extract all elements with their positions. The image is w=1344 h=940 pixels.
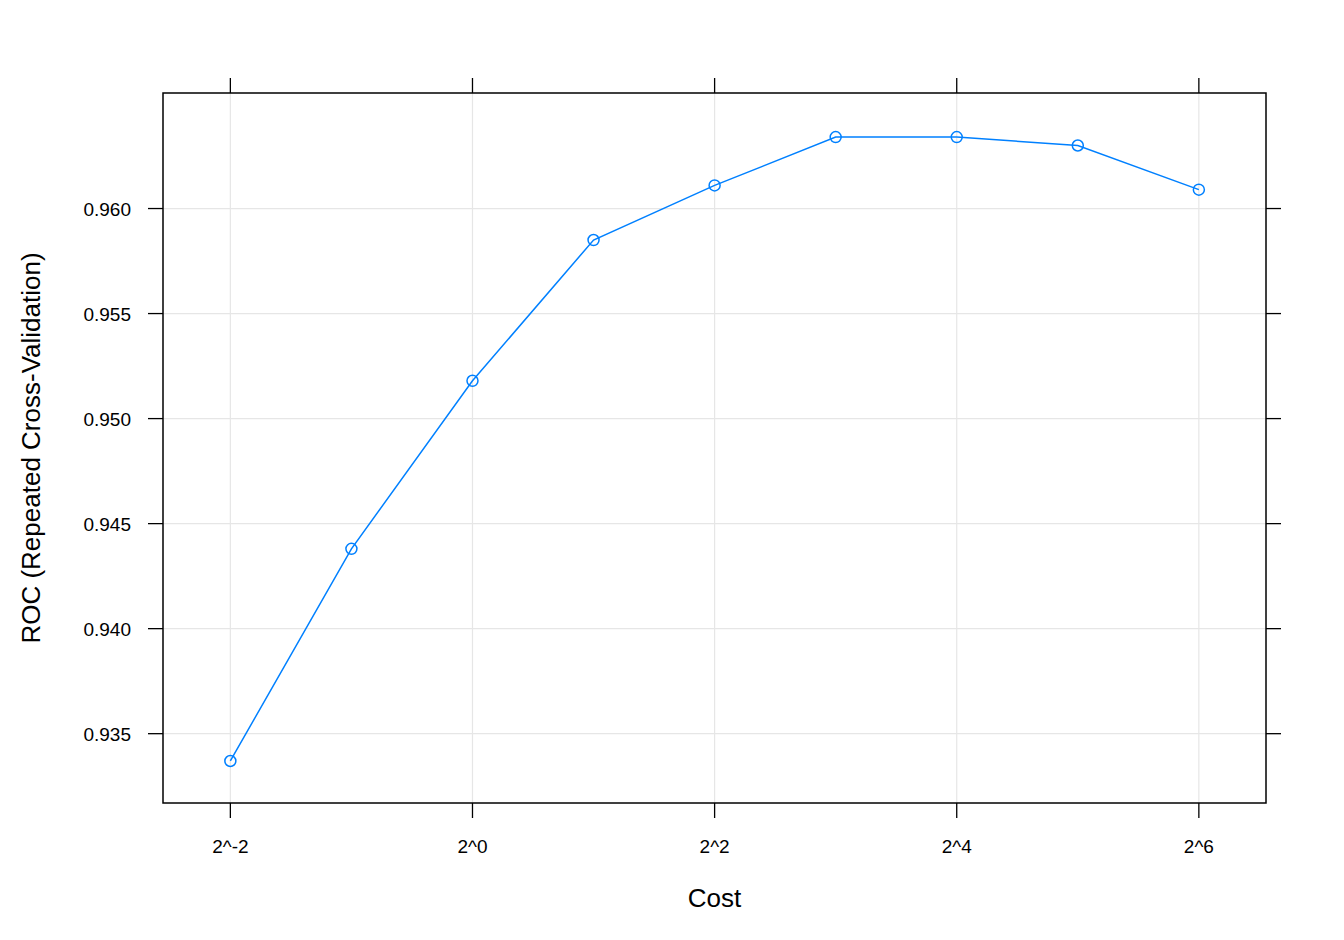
x-tick (472, 803, 473, 818)
grid-line-x (956, 93, 957, 803)
x-tick-label: 2^2 (700, 836, 730, 857)
x-axis-label: Cost (688, 883, 742, 913)
y-tick (148, 733, 163, 734)
plot-area (225, 132, 1205, 767)
data-point (346, 543, 357, 554)
data-point (588, 235, 599, 246)
x-tick-top (714, 78, 715, 93)
grid-line-y (163, 523, 1266, 524)
y-tick-label: 0.945 (83, 514, 131, 535)
y-tick (148, 313, 163, 314)
x-tick-label: 2^6 (1184, 836, 1214, 857)
grid-line-y (163, 313, 1266, 314)
y-tick-right (1266, 733, 1281, 734)
x-tick-label: 2^0 (457, 836, 487, 857)
x-tick-top (956, 78, 957, 93)
y-tick (148, 628, 163, 629)
x-tick (714, 803, 715, 818)
grid-line-y (163, 418, 1266, 419)
x-tick-top (1198, 78, 1199, 93)
x-tick-label: 2^-2 (212, 836, 248, 857)
grid-line-x (1198, 93, 1199, 803)
y-tick-right (1266, 208, 1281, 209)
x-tick-label: 2^4 (942, 836, 972, 857)
grid-line-y (163, 628, 1266, 629)
y-tick-right (1266, 523, 1281, 524)
x-tick (230, 803, 231, 818)
background (0, 0, 1344, 940)
x-tick-top (472, 78, 473, 93)
y-tick-right (1266, 418, 1281, 419)
x-tick-top (230, 78, 231, 93)
y-tick (148, 523, 163, 524)
data-point (1072, 140, 1083, 151)
chart: 2^-2 2^0 2^2 2^4 2^6 0.935 0.940 0.945 0.950 0.95… (0, 0, 1344, 940)
y-tick (148, 208, 163, 209)
grid-line-y (163, 208, 1266, 209)
y-tick-right (1266, 313, 1281, 314)
grid-line-x (472, 93, 473, 803)
data-point (951, 132, 962, 143)
y-tick-label: 0.955 (83, 304, 131, 325)
data-point (225, 755, 236, 766)
y-axis-label: ROC (Repeated Cross-Validation) (16, 252, 46, 643)
x-tick (956, 803, 957, 818)
y-tick-label: 0.935 (83, 724, 131, 745)
y-tick-label: 0.960 (83, 199, 131, 220)
plot-frame (163, 93, 1266, 803)
data-point (830, 132, 841, 143)
data-point (1193, 184, 1204, 195)
y-tick-label: 0.950 (83, 409, 131, 430)
y-tick-label: 0.940 (83, 619, 131, 640)
series-line (230, 137, 1199, 761)
data-point (467, 375, 478, 386)
y-tick-right (1266, 628, 1281, 629)
grid-line-x (714, 93, 715, 803)
grid-line-x (230, 93, 231, 803)
data-point (709, 180, 720, 191)
x-tick (1198, 803, 1199, 818)
grid-line-y (163, 733, 1266, 734)
y-tick (148, 418, 163, 419)
